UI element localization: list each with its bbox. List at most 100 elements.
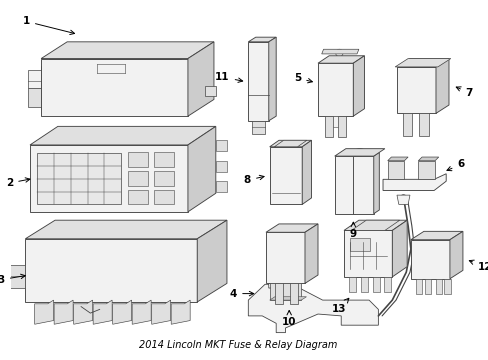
Polygon shape (394, 59, 450, 67)
Polygon shape (417, 161, 434, 179)
Circle shape (276, 300, 285, 309)
Polygon shape (449, 231, 462, 279)
Polygon shape (289, 283, 297, 304)
Polygon shape (317, 56, 364, 63)
Polygon shape (387, 157, 407, 161)
Polygon shape (248, 42, 268, 121)
Polygon shape (30, 145, 187, 212)
Polygon shape (215, 181, 226, 192)
Polygon shape (349, 238, 369, 251)
Polygon shape (410, 240, 449, 279)
Polygon shape (74, 300, 92, 324)
Polygon shape (171, 300, 190, 324)
Polygon shape (382, 174, 445, 190)
Polygon shape (418, 113, 427, 136)
Text: 2014 Lincoln MKT Fuse & Relay Diagram: 2014 Lincoln MKT Fuse & Relay Diagram (139, 340, 337, 350)
Text: 13: 13 (331, 298, 348, 314)
Polygon shape (38, 153, 121, 204)
Polygon shape (417, 157, 438, 161)
Polygon shape (265, 224, 317, 232)
Circle shape (399, 195, 406, 201)
Polygon shape (334, 149, 384, 156)
Text: 6: 6 (446, 159, 464, 171)
Polygon shape (268, 37, 276, 121)
Polygon shape (35, 300, 54, 324)
Polygon shape (325, 116, 332, 136)
Polygon shape (354, 152, 360, 214)
Polygon shape (435, 279, 442, 294)
Text: 12: 12 (468, 260, 488, 272)
Polygon shape (127, 171, 148, 186)
Text: 9: 9 (349, 222, 356, 239)
Polygon shape (410, 231, 462, 240)
Polygon shape (204, 86, 215, 96)
Text: 11: 11 (215, 72, 242, 82)
Polygon shape (373, 152, 379, 214)
Text: 3: 3 (0, 274, 25, 285)
Text: 4: 4 (229, 289, 253, 298)
Polygon shape (197, 220, 226, 302)
Polygon shape (112, 300, 131, 324)
Polygon shape (391, 220, 407, 277)
Polygon shape (352, 156, 373, 214)
Polygon shape (269, 283, 301, 300)
Polygon shape (332, 116, 338, 127)
Polygon shape (334, 156, 354, 214)
Polygon shape (25, 239, 197, 302)
Polygon shape (248, 37, 276, 42)
Polygon shape (93, 300, 112, 324)
Circle shape (335, 49, 343, 57)
Polygon shape (127, 190, 148, 204)
Polygon shape (338, 116, 345, 136)
Polygon shape (275, 283, 282, 304)
Polygon shape (302, 140, 311, 204)
Polygon shape (352, 56, 364, 116)
Polygon shape (25, 220, 226, 239)
Polygon shape (9, 265, 25, 288)
Polygon shape (187, 126, 215, 212)
Polygon shape (153, 171, 174, 186)
Polygon shape (30, 126, 215, 145)
Polygon shape (343, 220, 407, 230)
Text: 7: 7 (455, 87, 472, 98)
Polygon shape (153, 190, 174, 204)
Polygon shape (321, 49, 358, 54)
Polygon shape (41, 42, 214, 59)
Polygon shape (248, 284, 378, 333)
Polygon shape (360, 277, 367, 292)
Polygon shape (127, 152, 148, 167)
Text: 10: 10 (282, 310, 296, 327)
Polygon shape (444, 279, 450, 294)
Polygon shape (269, 140, 311, 147)
Polygon shape (54, 300, 73, 324)
Polygon shape (305, 224, 317, 283)
Polygon shape (424, 279, 430, 294)
Polygon shape (28, 88, 41, 107)
Polygon shape (274, 140, 306, 147)
Polygon shape (215, 140, 226, 152)
Circle shape (351, 310, 358, 318)
Text: 2: 2 (6, 178, 30, 188)
Polygon shape (383, 277, 390, 292)
Polygon shape (153, 152, 174, 167)
Polygon shape (28, 70, 41, 88)
Text: 8: 8 (244, 175, 264, 185)
Polygon shape (215, 161, 226, 172)
Polygon shape (343, 230, 391, 277)
Polygon shape (396, 195, 409, 204)
Circle shape (421, 165, 430, 175)
Circle shape (390, 165, 400, 175)
Polygon shape (372, 277, 380, 292)
Polygon shape (396, 67, 435, 113)
Polygon shape (151, 300, 170, 324)
Polygon shape (348, 277, 355, 292)
Polygon shape (41, 59, 187, 116)
Polygon shape (415, 279, 421, 294)
Polygon shape (351, 220, 399, 230)
Ellipse shape (352, 149, 366, 156)
Polygon shape (269, 147, 302, 204)
Polygon shape (251, 121, 264, 134)
Polygon shape (435, 59, 448, 113)
Polygon shape (396, 59, 448, 67)
Text: 5: 5 (293, 73, 312, 83)
